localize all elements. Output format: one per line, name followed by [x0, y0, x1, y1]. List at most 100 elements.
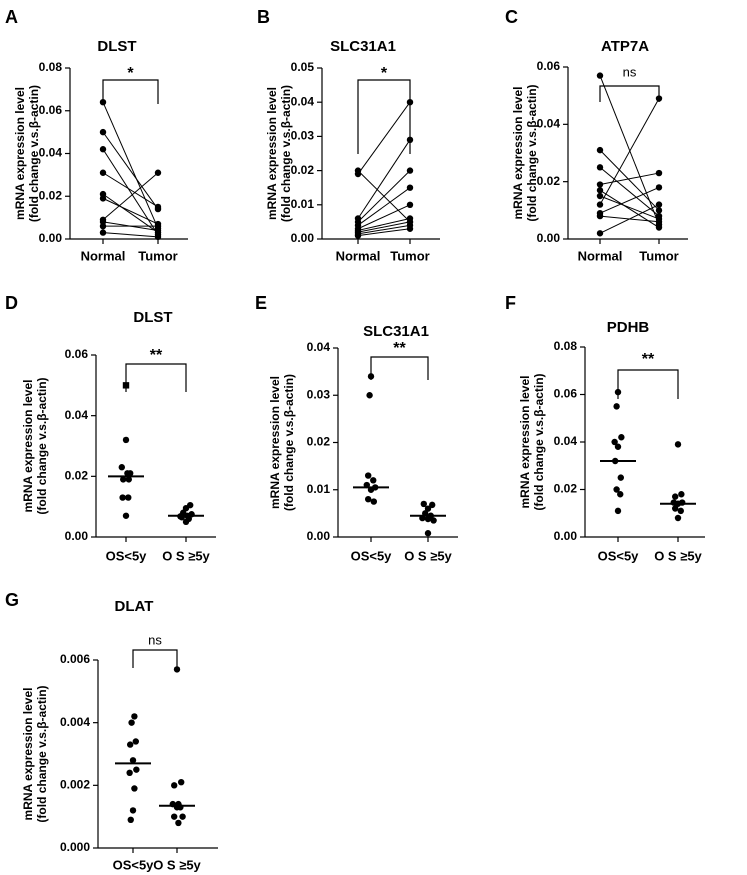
- y-tick-label: 0.00: [65, 529, 89, 543]
- significance-bracket: [132, 649, 178, 668]
- data-point: [99, 195, 107, 202]
- x-category-label: Normal: [336, 248, 381, 263]
- y-tick-label: 0.08: [554, 339, 578, 353]
- data-point: [178, 779, 185, 786]
- data-point: [614, 507, 622, 515]
- y-tick-label: 0.04: [537, 117, 561, 131]
- data-point: [365, 496, 372, 503]
- y-axis-label: (fold change v.s.β-actin): [279, 85, 293, 222]
- panel-label: B: [257, 7, 270, 27]
- data-point: [173, 804, 181, 811]
- y-axis-label: mRNA expression level: [518, 376, 532, 509]
- x-category-label: O S ≥5y: [153, 857, 201, 872]
- y-tick-label: 0.06: [537, 59, 561, 73]
- data-point: [420, 500, 427, 508]
- panel-label: D: [5, 293, 18, 313]
- paired-line: [599, 166, 660, 217]
- data-point: [655, 207, 663, 214]
- data-point: [366, 392, 373, 399]
- data-point: [674, 514, 682, 522]
- paired-line: [357, 224, 411, 235]
- paired-line: [599, 186, 660, 214]
- data-point: [617, 474, 624, 481]
- data-point: [677, 507, 684, 515]
- data-point: [406, 136, 414, 144]
- data-point: [655, 224, 663, 231]
- data-point: [122, 436, 130, 444]
- y-tick-label: 0.03: [291, 129, 315, 143]
- data-point: [611, 438, 618, 446]
- panel-title: DLST: [97, 38, 136, 55]
- y-tick-label: 0.00: [554, 529, 578, 543]
- data-point: [354, 170, 362, 178]
- y-tick-label: 0.05: [291, 60, 315, 74]
- y-tick-label: 0.02: [291, 163, 315, 177]
- y-axis-label: mRNA expression level: [21, 688, 35, 821]
- data-point: [674, 500, 682, 507]
- data-point: [655, 184, 663, 191]
- data-point: [99, 222, 107, 230]
- data-point: [99, 99, 107, 106]
- data-point: [596, 72, 604, 79]
- data-point: [596, 146, 604, 154]
- data-point: [354, 232, 362, 239]
- data-point: [119, 494, 126, 501]
- significance-bracket: [370, 356, 429, 380]
- paired-line: [357, 204, 411, 230]
- y-tick-label: 0.02: [39, 188, 63, 202]
- paired-line: [599, 172, 660, 186]
- data-point: [596, 181, 604, 188]
- significance-label: **: [393, 340, 406, 357]
- y-tick-label: 0.04: [554, 434, 578, 448]
- paired-line: [102, 232, 159, 238]
- data-point: [99, 229, 107, 236]
- data-point: [131, 713, 138, 720]
- data-point: [171, 813, 178, 820]
- y-tick-label: 0.02: [537, 174, 561, 188]
- y-tick-label: 0.06: [65, 347, 89, 361]
- y-axis-label: mRNA expression level: [268, 376, 282, 509]
- significance-label: *: [381, 65, 388, 82]
- panel-title: PDHB: [607, 319, 650, 336]
- paired-line: [102, 172, 159, 221]
- panel-title: ATP7A: [601, 38, 649, 55]
- data-point: [131, 785, 138, 792]
- paired-line: [357, 221, 411, 233]
- paired-line: [102, 102, 159, 229]
- y-axis-label: mRNA expression level: [13, 87, 27, 220]
- y-axis-label: (fold change v.s.β-actin): [525, 84, 539, 221]
- y-tick-label: 0.02: [65, 469, 89, 483]
- y-axis-label: (fold change v.s.β-actin): [27, 85, 41, 222]
- data-point: [424, 530, 432, 537]
- data-point: [424, 505, 432, 512]
- y-tick-label: 0.00: [291, 231, 315, 245]
- data-point: [179, 813, 186, 820]
- panel-d: D DLST mRNA expression level (fold change v…: [5, 293, 216, 563]
- data-point: [367, 373, 375, 380]
- significance-bracket: [599, 85, 660, 102]
- panel-label: A: [5, 7, 18, 27]
- y-tick-label: 0.02: [307, 435, 331, 449]
- significance-bracket: [125, 363, 187, 392]
- significance-label: *: [127, 65, 134, 82]
- paired-line: [102, 148, 159, 235]
- y-tick-label: 0.002: [60, 778, 90, 792]
- data-point: [99, 169, 107, 176]
- data-point: [406, 167, 414, 174]
- y-tick-label: 0.02: [554, 482, 578, 496]
- data-point: [125, 494, 132, 501]
- data-point: [424, 515, 432, 523]
- y-tick-label: 0.03: [307, 387, 331, 401]
- data-point: [406, 99, 414, 106]
- paired-line: [599, 204, 660, 234]
- data-point: [596, 201, 604, 208]
- data-point: [430, 517, 437, 524]
- significance-bracket: [357, 79, 411, 154]
- data-point: [127, 741, 134, 748]
- data-point: [612, 457, 619, 465]
- data-point: [370, 477, 377, 484]
- panel-c: C ATP7A mRNA expression level (fold change …: [505, 7, 688, 263]
- data-point: [175, 819, 182, 827]
- paired-line: [102, 172, 159, 208]
